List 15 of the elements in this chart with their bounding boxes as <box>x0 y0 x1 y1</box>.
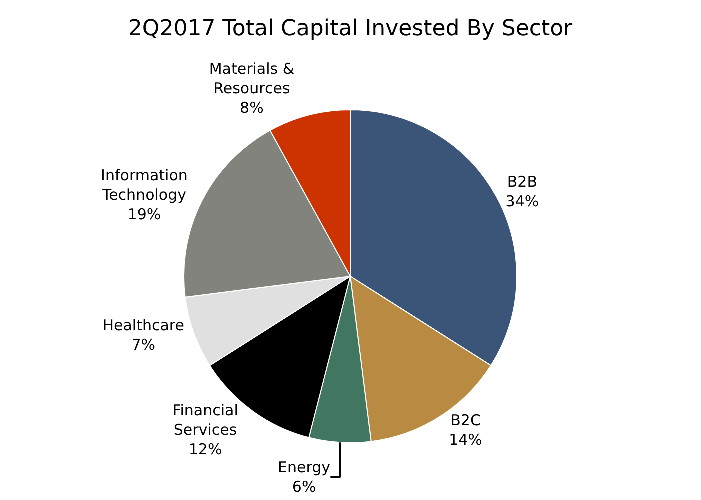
chart-title: 2Q2017 Total Capital Invested By Sector <box>128 16 574 42</box>
data-label: 8% <box>240 98 264 117</box>
data-label: 7% <box>132 336 156 354</box>
data-label: 12% <box>188 440 222 458</box>
slice-label: Information Technology <box>101 166 188 204</box>
slice-label: B2C <box>450 412 481 430</box>
data-label: 34% <box>506 192 540 211</box>
slice-label: Healthcare <box>102 316 184 334</box>
data-label: 14% <box>449 431 482 450</box>
slice-label: Energy <box>278 458 331 476</box>
slice-label: Materials & Resources <box>209 60 295 98</box>
slice-label: Financial Services <box>172 401 238 439</box>
data-label: 19% <box>128 206 162 224</box>
data-label: 6% <box>292 478 316 496</box>
slice-label: B2B <box>507 173 538 192</box>
